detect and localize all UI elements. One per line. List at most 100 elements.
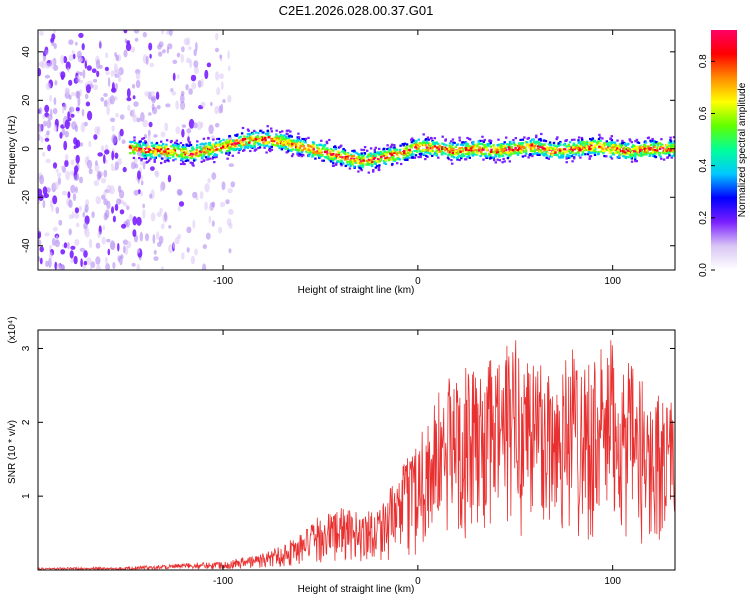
spectrogram-noise-point	[87, 110, 93, 121]
spectrogram-signal-point	[227, 146, 231, 149]
spectrogram-noise-point	[158, 51, 163, 57]
spectrogram-signal-point	[199, 154, 202, 157]
spectrogram-signal-point	[426, 149, 430, 152]
spectrogram-signal-point	[647, 145, 650, 148]
spectrogram-signal-point	[133, 146, 136, 149]
spectrogram-noise-point	[117, 76, 122, 83]
spectrogram-signal-point	[233, 142, 237, 145]
spectrogram-signal-point	[318, 152, 321, 155]
spectrogram-noise-point	[228, 222, 233, 229]
spectrogram-signal-point	[567, 156, 571, 159]
spectrogram-signal-point	[609, 137, 613, 140]
spectrogram-signal-point	[538, 150, 541, 153]
spectrogram-noise-point	[177, 189, 183, 196]
spectrogram-signal-point	[586, 148, 589, 152]
spectrogram-signal-point	[237, 151, 240, 154]
spectrogram-noise-point	[54, 239, 60, 248]
x-tick-label: -100	[213, 576, 233, 587]
spectrogram-signal-point	[143, 157, 146, 160]
spectrogram-signal-point	[307, 155, 311, 158]
spectrogram-signal-point	[429, 149, 432, 153]
spectrogram-signal-point	[590, 146, 593, 149]
spectrogram-signal-point	[429, 143, 432, 146]
spectrogram-noise-point	[103, 99, 108, 107]
spectrogram-signal-point	[489, 145, 493, 148]
spectrogram-signal-point	[181, 149, 184, 152]
spectrogram-signal-point	[532, 145, 535, 148]
spectrogram-noise-point	[117, 242, 120, 252]
spectrogram-signal-point	[634, 156, 637, 159]
spectrogram-noise-point	[101, 194, 106, 200]
spectrogram-signal-point	[551, 147, 554, 150]
spectrogram-signal-point	[403, 147, 406, 150]
spectrogram-noise-point	[136, 263, 141, 270]
spectrogram-signal-point	[664, 148, 668, 151]
spectrogram-signal-point	[330, 153, 333, 156]
spectrogram-signal-point	[285, 151, 288, 154]
spectrogram-signal-point	[457, 151, 460, 154]
spectrogram-signal-point	[633, 144, 636, 148]
spectrogram-signal-point	[547, 157, 550, 160]
spectrogram-noise-point	[70, 159, 75, 166]
spectrogram-signal-point	[225, 142, 228, 145]
spectrogram-signal-point	[173, 152, 177, 155]
spectrogram-signal-point	[261, 139, 264, 142]
spectrogram-noise-point	[42, 114, 46, 119]
spectrogram-signal-point	[223, 143, 226, 146]
spectrogram-noise-point	[40, 136, 44, 144]
spectrogram-signal-point	[177, 143, 180, 146]
spectrogram-signal-point	[560, 154, 563, 157]
spectrogram-signal-point	[646, 151, 649, 154]
spectrogram-noise-point	[103, 212, 108, 221]
spectrogram-noise-point	[181, 252, 185, 260]
spectrogram-signal-point	[317, 154, 320, 157]
spectrogram-signal-point	[175, 144, 178, 147]
spectrogram-signal-point	[505, 146, 509, 149]
spectrogram-signal-point	[586, 153, 590, 156]
spectrogram-signal-point	[500, 143, 503, 146]
spectrogram-signal-point	[593, 144, 596, 147]
spectrogram-signal-point	[361, 156, 364, 159]
spectrogram-signal-point	[596, 142, 599, 145]
snr-plot-area	[38, 330, 675, 570]
spectrogram-signal-point	[287, 138, 290, 142]
spectrogram-signal-point	[458, 158, 461, 162]
spectrogram-noise-point	[88, 238, 93, 249]
spectrogram-signal-point	[368, 158, 371, 161]
spectrogram-noise-point	[96, 264, 101, 270]
spectrogram-signal-point	[154, 149, 157, 153]
spectrogram-signal-point	[502, 147, 505, 150]
spectrogram-signal-point	[561, 156, 564, 159]
spectrogram-signal-point	[247, 129, 250, 132]
spectrogram-signal-point	[235, 134, 238, 137]
spectrogram-signal-point	[534, 148, 538, 151]
spectrogram-noise-point	[136, 117, 141, 123]
spectrogram-signal-point	[472, 153, 475, 156]
spectrogram-signal-point	[536, 148, 539, 151]
spectrogram-signal-point	[408, 154, 411, 157]
spectrogram-noise-point	[88, 168, 93, 175]
spectrogram-signal-point	[328, 149, 332, 152]
spectrogram-signal-point	[213, 143, 216, 146]
spectrogram-noise-point	[166, 46, 170, 54]
spectrogram-signal-point	[346, 155, 349, 158]
spectrogram-signal-point	[366, 161, 369, 164]
spectrogram-signal-point	[306, 144, 310, 147]
spectrogram-noise-point	[126, 88, 131, 98]
spectrogram-signal-point	[476, 145, 479, 148]
spectrogram-signal-point	[259, 129, 262, 132]
spectrogram-noise-point	[106, 238, 111, 243]
spectrogram-noise-point	[211, 220, 215, 227]
spectrogram-signal-point	[292, 139, 296, 142]
spectrogram-signal-point	[499, 146, 502, 149]
spectrogram-signal-point	[444, 138, 447, 141]
spectrogram-signal-point	[277, 135, 281, 138]
spectrogram-signal-point	[162, 150, 165, 153]
spectrogram-signal-point	[173, 145, 176, 148]
colorbar-tick-label: 0.4	[698, 158, 709, 172]
spectrogram-signal-point	[222, 138, 225, 141]
spectrogram-noise-point	[69, 250, 74, 259]
spectrogram-noise-point	[79, 142, 84, 147]
spectrogram-signal-point	[447, 153, 450, 157]
spectrogram-signal-point	[624, 151, 627, 154]
